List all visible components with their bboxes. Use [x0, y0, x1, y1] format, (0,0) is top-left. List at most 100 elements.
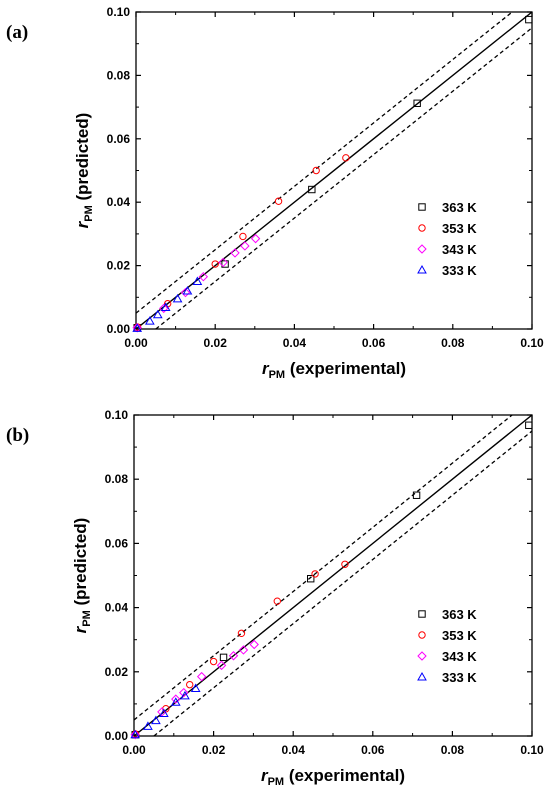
legend-label: 353 K: [442, 628, 477, 643]
y-axis-label: rPM (predicted): [71, 518, 93, 634]
data-point: [180, 287, 191, 298]
y-tick-label: 0.08: [107, 68, 131, 82]
x-axis-label-rest: (experimental): [285, 359, 406, 378]
data-point: [250, 233, 261, 244]
reference-lines: [134, 415, 532, 736]
x-tick-label: 0.06: [361, 743, 385, 757]
y-tick-label: 0.04: [105, 601, 129, 615]
data-point: [341, 560, 349, 568]
legend-marker: [418, 631, 426, 639]
data-point: [152, 309, 163, 319]
y-tick-label: 0.02: [107, 259, 131, 273]
x-tick-label: 0.02: [204, 336, 228, 350]
data-point: [196, 671, 207, 682]
lower-bound-line: [153, 430, 532, 736]
data-point: [249, 639, 259, 650]
data-point: [144, 316, 155, 325]
data-point: [132, 323, 143, 332]
x-tick-label: 0.02: [202, 743, 226, 757]
data-point: [180, 690, 190, 700]
data-point: [186, 680, 194, 689]
data-point: [172, 293, 183, 303]
data-point: [209, 657, 218, 666]
x-axis-label-main: r: [261, 766, 269, 785]
data-point: [143, 721, 153, 730]
x-tick-label: 0.10: [520, 743, 544, 757]
legend-label: 363 K: [442, 200, 477, 215]
y-tick-label: 0.00: [105, 729, 129, 743]
y-tick-label: 0.10: [105, 408, 129, 422]
x-axis-label: rPM (experimental): [262, 359, 406, 381]
legend-marker: [417, 264, 427, 274]
data-point: [130, 730, 140, 740]
data-point: [171, 694, 181, 704]
data-point: [151, 715, 161, 725]
data-point: [158, 708, 169, 718]
data-point: [182, 285, 193, 295]
y-tick-label: 0.00: [107, 322, 131, 336]
y-axis-label-main: r: [71, 625, 90, 633]
y-tick-label: 0.08: [105, 472, 129, 486]
x-tick-label: 0.10: [520, 336, 544, 350]
y-tick-label: 0.06: [107, 132, 131, 146]
data-point: [239, 232, 247, 241]
series-333-k: [132, 276, 203, 332]
x-axis-label-sub: PM: [268, 776, 285, 788]
x-tick-label: 0.04: [283, 336, 307, 350]
data-point: [216, 660, 227, 671]
y-axis-label-main: r: [73, 220, 92, 228]
parity-line: [134, 415, 532, 736]
data-point: [159, 303, 169, 314]
series-343-k: [130, 639, 259, 740]
panel-label-a: (a): [6, 22, 29, 43]
data-point: [170, 697, 181, 706]
legend-marker: [417, 651, 427, 661]
y-axis-label-rest: (predicted): [71, 518, 90, 611]
data-point: [413, 99, 421, 107]
data-point: [525, 15, 533, 24]
data-point: [240, 241, 250, 251]
panel-label-b: (b): [6, 425, 30, 446]
legend-marker: [418, 224, 426, 232]
legend-marker: [417, 244, 427, 254]
data-point: [198, 271, 209, 282]
legend-label: 333 K: [442, 670, 477, 685]
legend-marker: [417, 671, 427, 681]
data-point: [312, 166, 320, 175]
x-tick-label: 0.08: [441, 743, 465, 757]
legend-label: 363 K: [442, 607, 477, 622]
legend-marker: [418, 203, 426, 211]
data-point: [130, 729, 141, 739]
lower-bound-line: [155, 27, 532, 329]
series-343-k: [132, 233, 261, 333]
x-tick-label: 0.04: [282, 743, 306, 757]
x-axis-label-sub: PM: [269, 369, 286, 381]
series-333-k: [130, 683, 201, 739]
parity-line: [136, 12, 532, 329]
y-axis-label-rest: (predicted): [73, 113, 92, 206]
data-point: [228, 651, 239, 661]
data-point: [525, 421, 533, 429]
data-point: [342, 154, 350, 162]
upper-bound-line: [136, 12, 513, 314]
y-tick-label: 0.02: [105, 665, 129, 679]
chart-panel-b: (b) 0.00 0.02 0.04 0.06 0.08 0.10 0.00 0.02 0.04…: [0, 401, 550, 802]
legend-label: 333 K: [442, 263, 477, 278]
chart-a-svg: 0.00 0.02 0.04 0.06 0.08 0.10 0.00 0.02 0.04 0.06…: [73, 5, 544, 381]
data-point: [179, 687, 189, 698]
data-point: [273, 597, 281, 605]
legend-label: 353 K: [442, 221, 477, 236]
series-363-k: [133, 15, 533, 332]
data-point: [160, 302, 171, 311]
x-axis-label: rPM (experimental): [261, 766, 405, 788]
chart-b-svg: 0.00 0.02 0.04 0.06 0.08 0.10 0.00 0.02 0.04 0.06…: [71, 408, 544, 788]
y-axis-label-sub: PM: [81, 610, 93, 627]
legend-marker: [418, 610, 426, 618]
data-point: [412, 491, 421, 499]
upper-bound-line: [134, 415, 513, 721]
y-tick-label: 0.04: [107, 195, 131, 209]
y-axis-label: rPM (predicted): [73, 113, 95, 229]
y-axis-label-sub: PM: [83, 205, 95, 222]
legend-label: 343 K: [442, 242, 477, 257]
x-tick-label: 0.08: [441, 336, 465, 350]
